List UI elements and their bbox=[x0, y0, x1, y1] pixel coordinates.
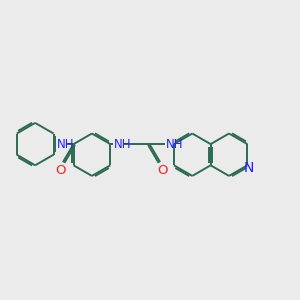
Text: NH: NH bbox=[114, 138, 131, 151]
Text: NH: NH bbox=[166, 138, 183, 151]
Text: N: N bbox=[244, 161, 254, 175]
Text: O: O bbox=[55, 164, 66, 177]
Text: NH: NH bbox=[57, 138, 75, 151]
Text: O: O bbox=[157, 164, 168, 177]
